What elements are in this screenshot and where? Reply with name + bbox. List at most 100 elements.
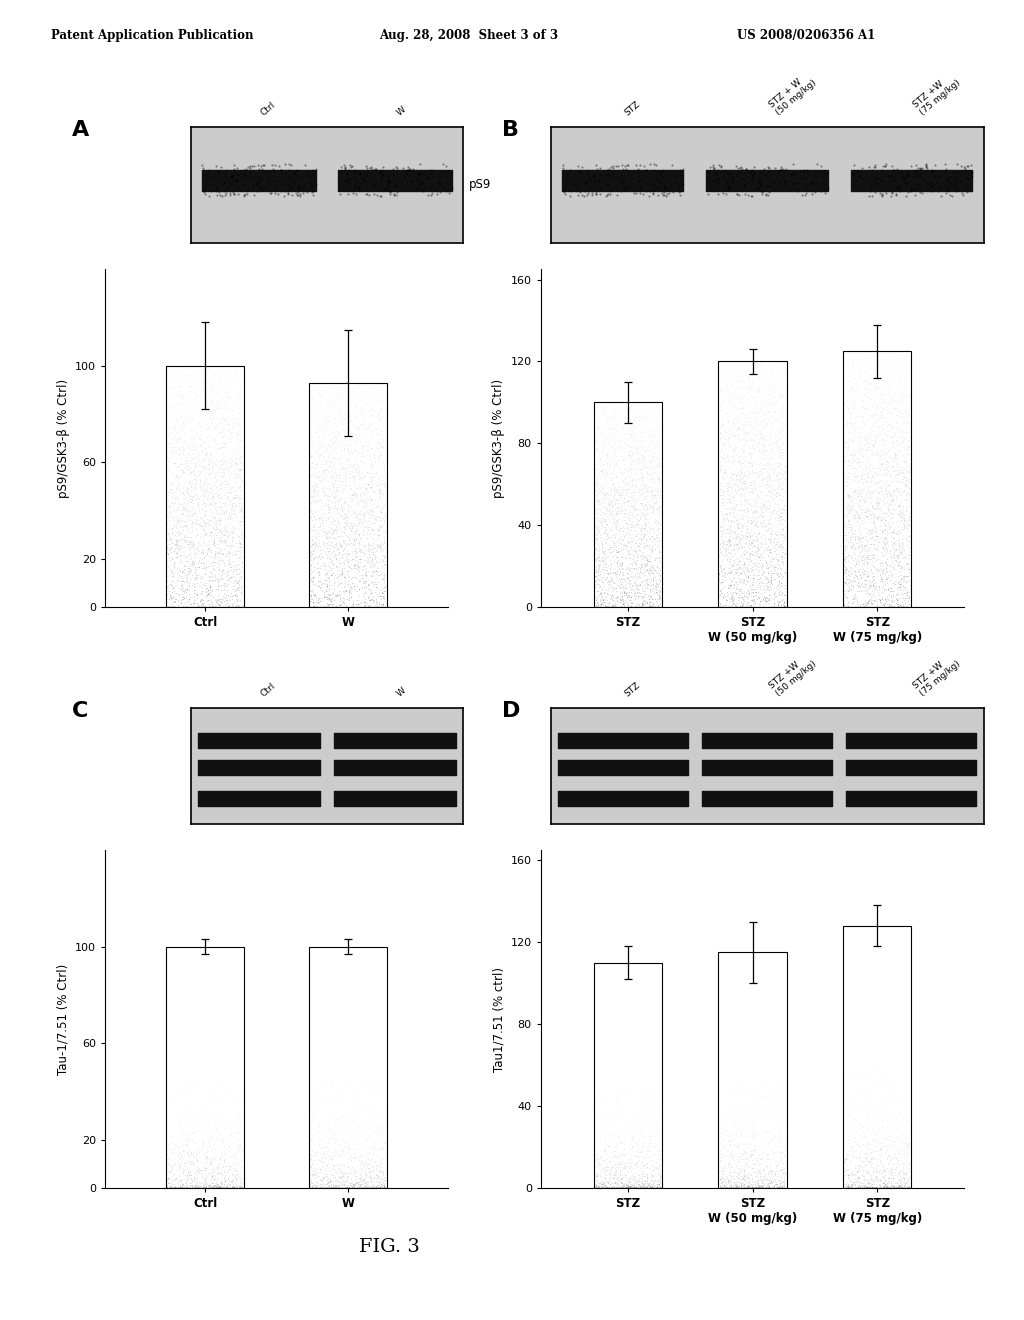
Point <box>354 568 371 589</box>
Point <box>859 473 876 494</box>
Point <box>373 425 389 446</box>
Point <box>633 469 649 490</box>
Point <box>311 508 328 529</box>
Point <box>883 466 899 487</box>
Point <box>196 1155 212 1176</box>
Point <box>879 451 895 473</box>
Point <box>332 548 348 569</box>
Point <box>734 378 751 399</box>
Point <box>731 451 748 473</box>
Point <box>357 490 374 511</box>
Point <box>740 568 757 589</box>
Point <box>229 524 246 545</box>
Point <box>164 1175 180 1196</box>
Point <box>230 486 247 507</box>
Point <box>633 1139 649 1160</box>
Point <box>735 399 752 420</box>
Point <box>720 412 736 433</box>
Point <box>367 174 383 195</box>
Point <box>167 1175 183 1196</box>
Point <box>164 479 180 500</box>
Point <box>640 421 656 442</box>
Point <box>744 434 761 455</box>
Point <box>715 434 731 455</box>
Point <box>361 469 378 490</box>
Point <box>342 154 358 176</box>
Point <box>649 161 666 182</box>
Point <box>340 495 356 516</box>
Point <box>895 587 911 609</box>
Point <box>341 587 357 609</box>
Point <box>342 484 358 506</box>
Point <box>847 395 863 416</box>
Point <box>869 403 886 424</box>
Point <box>315 412 332 433</box>
Point <box>723 173 739 194</box>
Point <box>753 354 769 375</box>
Point <box>589 520 605 541</box>
Point <box>317 1125 334 1146</box>
Point <box>838 437 854 458</box>
Point <box>175 499 191 520</box>
Point <box>641 482 657 503</box>
Point <box>908 178 925 199</box>
Point <box>638 455 654 477</box>
Point <box>735 508 752 529</box>
Point <box>608 467 625 488</box>
Point <box>944 186 961 207</box>
Point <box>750 421 766 442</box>
Point <box>650 450 667 471</box>
Point <box>753 446 769 467</box>
Point <box>304 1140 321 1162</box>
Point <box>624 586 640 607</box>
Point <box>202 1175 218 1196</box>
Point <box>725 1168 741 1189</box>
Point <box>170 529 186 550</box>
Point <box>896 579 912 601</box>
Point <box>838 1148 854 1170</box>
Point <box>858 1143 874 1164</box>
Point <box>209 383 225 404</box>
Point <box>741 1168 758 1189</box>
Point <box>837 595 853 616</box>
Point <box>717 356 733 378</box>
Point <box>163 380 179 401</box>
Point <box>645 422 662 444</box>
Point <box>181 364 198 385</box>
Point <box>753 537 769 558</box>
Point <box>349 564 366 585</box>
Point <box>847 343 863 364</box>
Point <box>372 535 388 556</box>
Point <box>635 1137 651 1158</box>
Point <box>863 1150 880 1171</box>
Point <box>356 525 373 546</box>
Point <box>858 457 874 478</box>
Point <box>163 1155 179 1176</box>
Point <box>351 512 368 533</box>
Point <box>898 177 914 198</box>
Point <box>717 1137 733 1158</box>
Point <box>753 359 769 380</box>
Point <box>615 590 632 611</box>
Point <box>775 358 792 379</box>
Point <box>889 178 905 199</box>
Point <box>840 1096 856 1117</box>
Point <box>212 1137 228 1158</box>
Point <box>362 380 379 401</box>
Point <box>953 170 970 191</box>
Point <box>612 181 629 202</box>
Point <box>727 574 743 595</box>
Point <box>848 413 864 434</box>
Point <box>761 465 777 486</box>
Point <box>644 450 660 471</box>
Point <box>334 535 350 556</box>
Point <box>855 396 871 417</box>
Point <box>721 400 737 421</box>
Point <box>206 556 222 577</box>
Point <box>349 506 366 527</box>
Point <box>186 372 203 393</box>
Point <box>179 578 196 599</box>
Point <box>837 525 853 546</box>
Point <box>190 1176 207 1197</box>
Point <box>170 1113 186 1134</box>
